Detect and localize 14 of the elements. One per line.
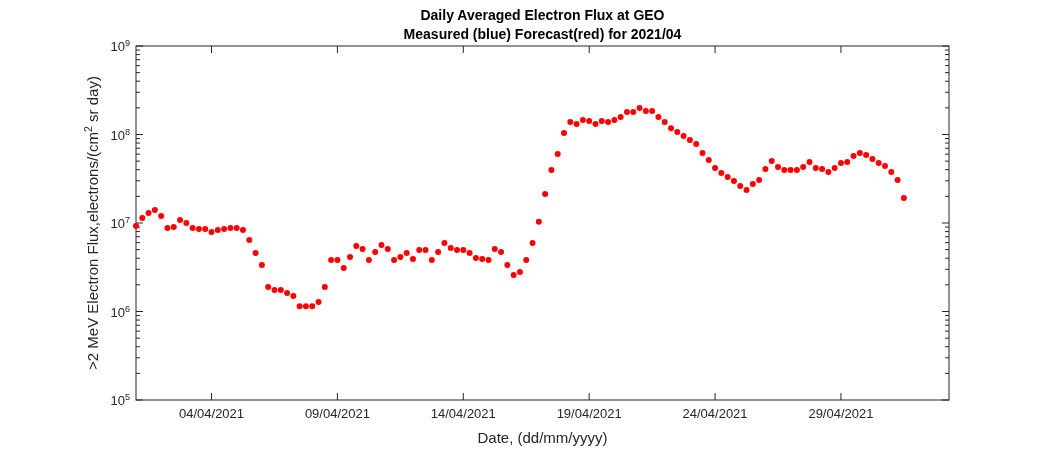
x-tick-label: 09/04/2021 [304, 406, 370, 421]
x-tick-label: 24/04/2021 [682, 406, 748, 421]
x-tick-label: 04/04/2021 [178, 406, 245, 421]
y-tick-label: 10$^{8}$ [110, 126, 130, 143]
y-tick-label: 10$^{7}$ [110, 215, 130, 231]
x-tick-label: 29/04/2021 [808, 406, 874, 421]
y-tick-label: 10$^{5}$ [110, 392, 130, 408]
x-tick-label: 19/04/2021 [556, 406, 622, 421]
x-tick-label: 14/04/2021 [430, 406, 496, 421]
chart-subtitle: Measured (blue) Forecast(red) for 2021/04 [403, 26, 682, 42]
chart-title: Daily Averaged Electron Flux at GEO [420, 7, 665, 23]
y-tick-label: 10$^{9}$ [110, 38, 130, 54]
y-tick-label: 10$^{6}$ [110, 303, 130, 320]
x-axis-title: Date, (dd/mm/yyyy) [477, 429, 608, 446]
